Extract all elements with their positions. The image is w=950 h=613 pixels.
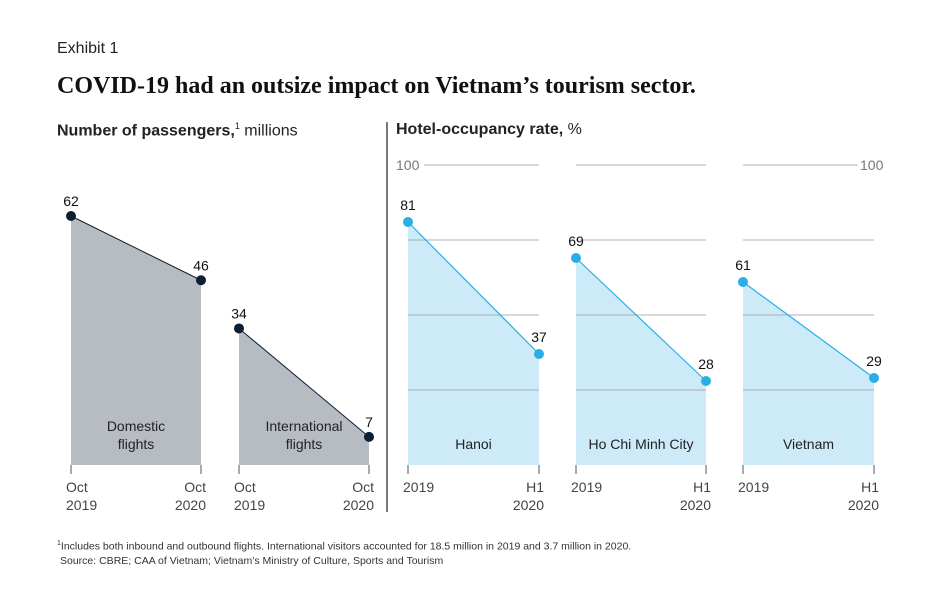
footnote-text: Includes both inbound and outbound fligh… [60,540,632,553]
international-value-1: 7 [365,414,373,430]
domestic-point-0 [66,211,76,221]
domestic-label-line-0: Domestic [107,418,165,434]
vietnam-line [742,281,875,379]
hanoi-area [408,222,539,465]
international-xlabel-0-bottom: 2019 [234,497,265,513]
domestic-xlabel-0-top: Oct [66,479,88,495]
ho-chi-minh-city-area [576,258,706,465]
ho-chi-minh-city-line [575,257,707,382]
vietnam-area [743,282,874,465]
ho-chi-minh-city-point-1 [701,376,711,386]
ho-chi-minh-city-label-line-0: Ho Chi Minh City [588,436,693,452]
hanoi-point-1 [534,349,544,359]
hanoi-value-1: 37 [531,329,547,345]
hanoi-xlabel-1-top: H1 [526,479,544,495]
international-point-0 [234,323,244,334]
international-xlabel-1-bottom: 2020 [343,497,374,513]
occupancy-panel-title: Hotel-occupancy rate, % [396,121,582,139]
international-value-0: 34 [231,305,247,321]
domestic-line [70,215,202,281]
domestic-area [71,216,201,465]
domestic-value-1: 46 [193,257,209,273]
domestic-label-line-1: flights [118,436,155,452]
ho-chi-minh-city-xlabel-1-bottom: 2020 [680,497,711,513]
domestic-xlabel-0-bottom: 2019 [66,497,97,513]
vietnam-point-1 [869,373,879,383]
occupancy-title-bold: Hotel-occupancy rate, [396,121,564,138]
vietnam-point-0 [738,277,748,287]
ho-chi-minh-city-xlabel-0-bottom: 2019 [571,479,602,495]
international-xlabel-1-top: Oct [352,479,374,495]
hanoi-value-0: 81 [400,197,416,213]
domestic-value-0: 62 [63,193,79,209]
hanoi-axis-label-100: 100 [396,157,420,173]
international-point-1 [364,431,374,442]
hanoi-label-line-0: Hanoi [455,436,492,452]
hanoi-xlabel-0-bottom: 2019 [403,479,434,495]
hanoi-xlabel-1-bottom: 2020 [513,497,544,513]
vietnam-value-1: 29 [866,353,882,369]
ho-chi-minh-city-value-0: 69 [568,233,584,249]
international-label-line-0: International [265,418,342,434]
ho-chi-minh-city-xlabel-1-top: H1 [693,479,711,495]
vietnam-label-line-0: Vietnam [783,436,834,452]
international-area [239,328,369,465]
passengers-title-footnote-marker: 1 [234,121,240,131]
footnote-line-1: 1Includes both inbound and outbound flig… [57,537,631,554]
footnote: 1Includes both inbound and outbound flig… [57,537,631,568]
hanoi-point-0 [403,217,413,227]
domestic-xlabel-1-bottom: 2020 [175,497,206,513]
hanoi-line [407,221,540,355]
passengers-title-bold: Number of passengers, [57,122,235,140]
exhibit-label: Exhibit 1 [57,40,119,57]
international-xlabel-0-top: Oct [234,479,256,495]
domestic-xlabel-1-top: Oct [184,479,206,495]
vietnam-axis-label-100: 100 [860,157,884,173]
chart-title: COVID-19 had an outsize impact on Vietna… [57,73,696,99]
footnote-marker: 1 [57,540,61,547]
vietnam-xlabel-0-bottom: 2019 [738,479,769,495]
vietnam-value-0: 61 [735,257,751,273]
passengers-panel-title: Number of passengers,1 millions [57,121,298,140]
international-line [238,328,370,438]
ho-chi-minh-city-point-0 [571,253,581,263]
footnote-source: Source: CBRE; CAA of Vietnam; Vietnam’s … [60,554,444,567]
chart-canvas: 62 46 Domestic flights Oct 2019 Oct 2020 34 7 Inte… [63,122,884,513]
vietnam-xlabel-1-bottom: 2020 [848,497,879,513]
international-label-line-1: flights [286,436,323,452]
vietnam-xlabel-1-top: H1 [861,479,879,495]
domestic-point-1 [196,275,206,286]
passengers-title-unit: millions [239,122,298,140]
ho-chi-minh-city-value-1: 28 [698,356,714,372]
occupancy-title-unit: % [563,121,582,138]
